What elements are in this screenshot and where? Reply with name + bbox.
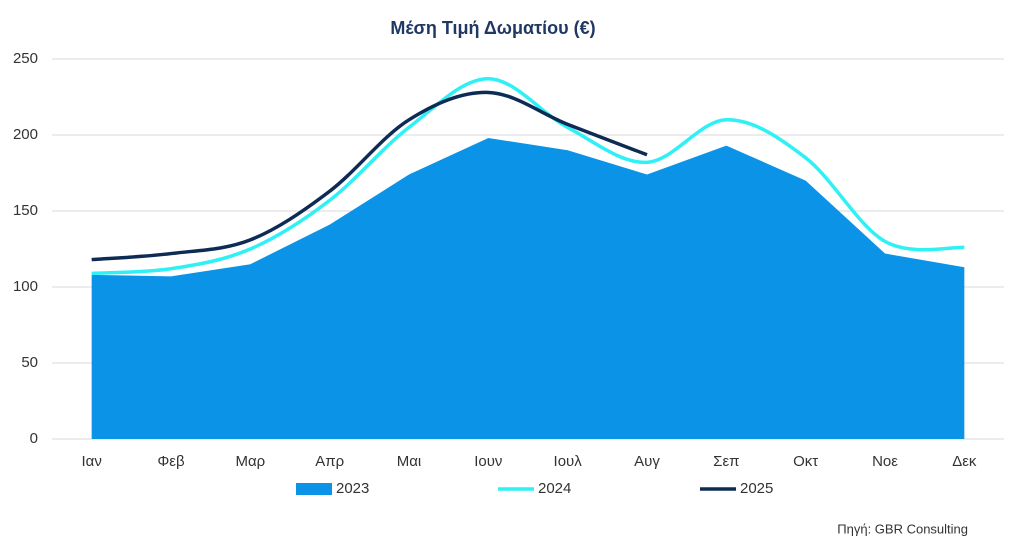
y-tick-label: 0	[30, 430, 38, 447]
chart-title: Μέση Τιμή Δωματίου (€)	[390, 18, 595, 38]
x-tick-label: Φεβ	[157, 453, 185, 470]
x-tick-label: Αυγ	[634, 453, 660, 470]
x-tick-label: Απρ	[315, 453, 344, 470]
line	[91, 77, 965, 276]
source-note: Πηγή: GBR Consulting	[837, 521, 968, 536]
x-tick-label: Σεπ	[713, 453, 739, 470]
legend-label: 2025	[740, 480, 773, 497]
y-tick-label: 250	[13, 50, 38, 67]
legend-swatch	[296, 483, 332, 495]
x-tick-label: Δεκ	[952, 453, 977, 470]
y-tick-label: 100	[13, 278, 38, 295]
x-tick-label: Μαρ	[235, 453, 265, 470]
x-tick-label: Νοε	[872, 453, 898, 470]
legend-label: 2023	[336, 480, 369, 497]
x-tick-label: Ιουν	[474, 453, 502, 470]
legend-label: 2024	[538, 480, 571, 497]
y-tick-label: 200	[13, 126, 38, 143]
x-tick-label: Ιαν	[81, 453, 101, 470]
y-tick-label: 150	[13, 202, 38, 219]
line	[91, 90, 648, 262]
x-tick-label: Οκτ	[793, 453, 818, 470]
x-tick-label: Ιουλ	[554, 453, 583, 470]
x-tick-label: Μαι	[397, 453, 422, 470]
y-tick-label: 50	[21, 354, 38, 371]
area	[91, 138, 965, 440]
